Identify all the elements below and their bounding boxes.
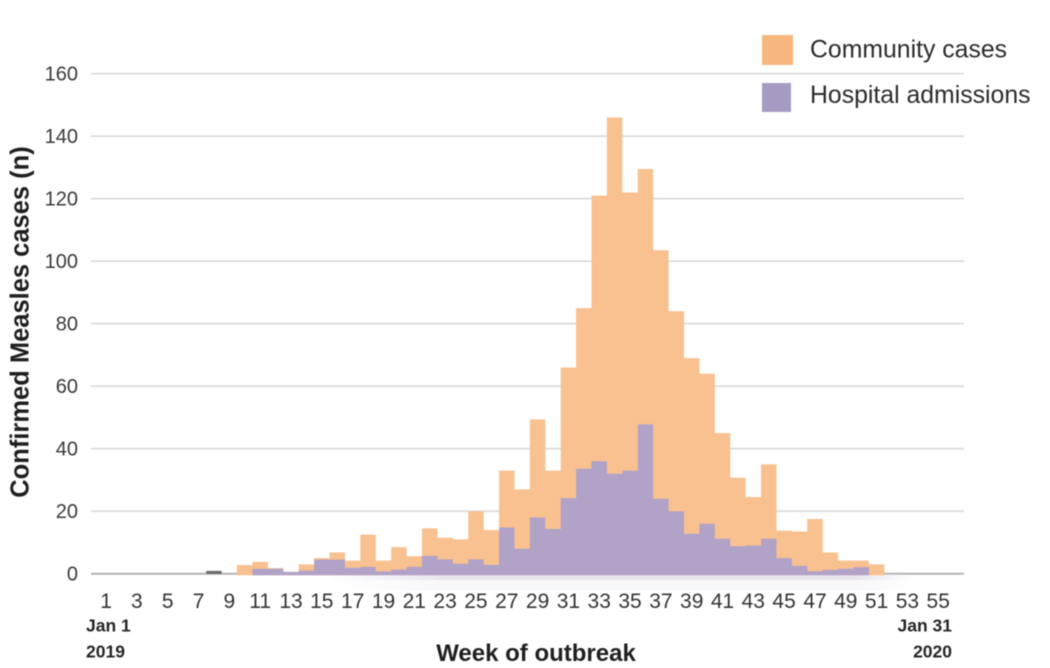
svg-text:Confirmed Measles cases (n): Confirmed Measles cases (n)	[7, 146, 35, 497]
svg-text:2019: 2019	[86, 642, 125, 662]
svg-text:37: 37	[649, 590, 672, 613]
svg-text:7: 7	[193, 590, 205, 613]
svg-text:2020: 2020	[913, 642, 952, 662]
svg-text:Community cases: Community cases	[810, 37, 1007, 64]
svg-text:80: 80	[56, 314, 78, 336]
svg-text:20: 20	[56, 501, 78, 523]
svg-text:15: 15	[310, 590, 333, 613]
svg-text:17: 17	[341, 590, 364, 613]
svg-text:Hospital admissions: Hospital admissions	[810, 82, 1031, 109]
svg-text:1: 1	[100, 590, 112, 613]
svg-text:19: 19	[372, 590, 395, 613]
svg-text:49: 49	[834, 590, 857, 613]
svg-text:100: 100	[45, 251, 78, 273]
svg-text:23: 23	[433, 590, 456, 613]
svg-text:41: 41	[711, 590, 734, 613]
svg-text:60: 60	[56, 376, 78, 398]
svg-text:25: 25	[464, 590, 487, 613]
svg-text:160: 160	[45, 64, 78, 86]
svg-text:21: 21	[403, 590, 426, 613]
svg-text:29: 29	[526, 590, 549, 613]
svg-text:53: 53	[896, 590, 919, 613]
svg-text:27: 27	[495, 590, 518, 613]
svg-text:47: 47	[803, 590, 826, 613]
svg-text:13: 13	[279, 590, 302, 613]
svg-text:55: 55	[927, 590, 950, 613]
svg-text:3: 3	[131, 590, 143, 613]
svg-text:Jan 31: Jan 31	[898, 616, 953, 636]
svg-text:Jan 1: Jan 1	[86, 616, 131, 636]
svg-text:40: 40	[56, 439, 78, 461]
svg-text:35: 35	[618, 590, 641, 613]
svg-text:120: 120	[45, 189, 78, 211]
svg-text:140: 140	[45, 126, 78, 148]
svg-text:0: 0	[67, 564, 78, 586]
svg-text:45: 45	[772, 590, 795, 613]
svg-text:Week of outbreak: Week of outbreak	[436, 640, 636, 667]
svg-text:9: 9	[224, 590, 236, 613]
svg-text:33: 33	[588, 590, 611, 613]
svg-text:5: 5	[162, 590, 174, 613]
svg-text:11: 11	[249, 590, 271, 613]
svg-text:51: 51	[865, 590, 888, 613]
svg-text:43: 43	[742, 590, 765, 613]
svg-text:39: 39	[680, 590, 703, 613]
svg-text:31: 31	[557, 590, 580, 613]
